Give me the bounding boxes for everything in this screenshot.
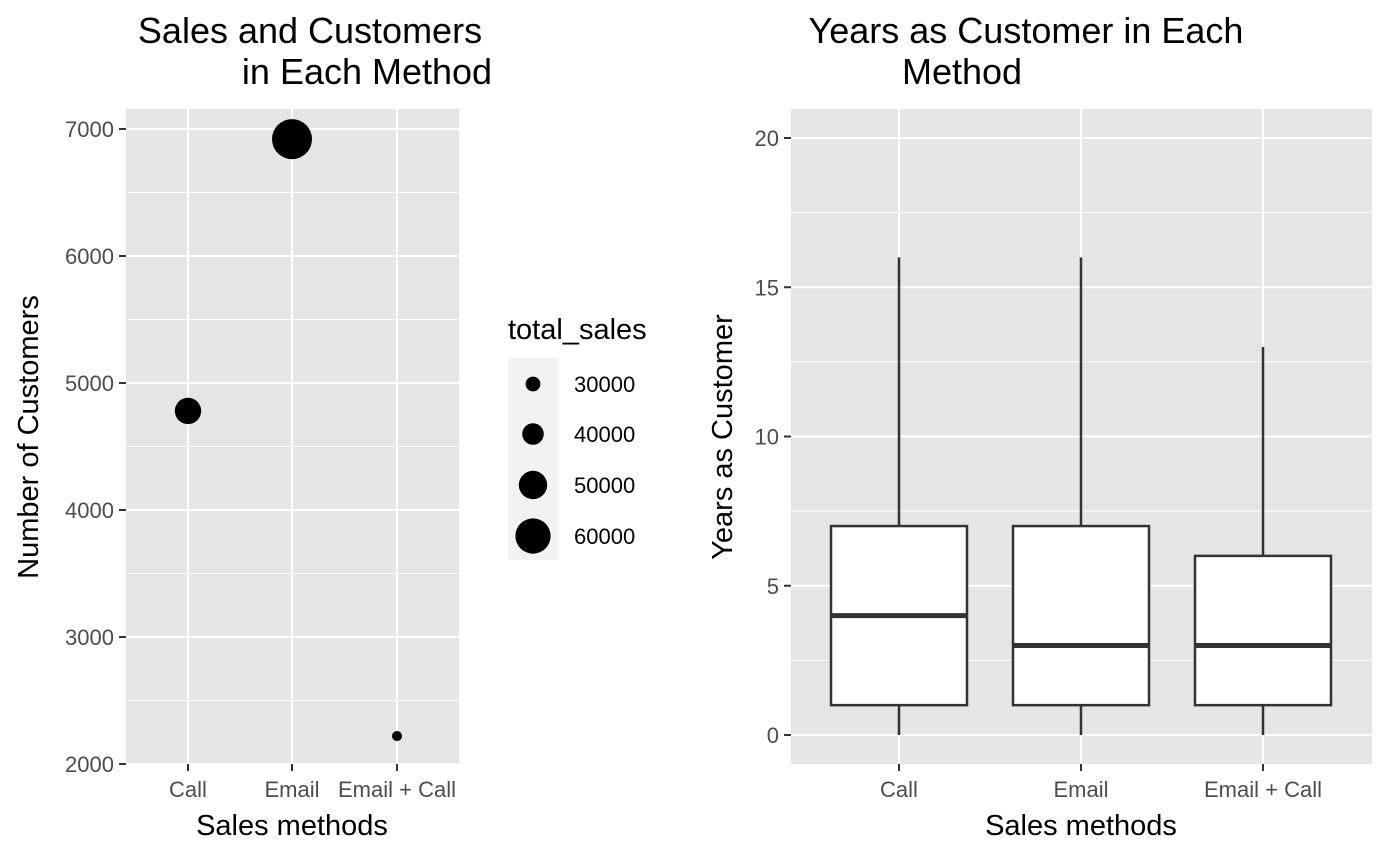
- box-iqr: [1193, 554, 1333, 707]
- y-tick-label: 4000: [65, 498, 114, 523]
- legend-label: 50000: [574, 473, 635, 498]
- y-tick-label: 7000: [65, 117, 114, 142]
- chart-2-x-axis-title: Sales methods: [985, 810, 1177, 842]
- chart-1-x-axis-title: Sales methods: [196, 810, 388, 842]
- x-tick-label: Call: [169, 777, 207, 802]
- y-tick-label: 20: [755, 126, 779, 151]
- y-tick-label: 6000: [65, 244, 114, 269]
- y-tick-label: 10: [755, 425, 779, 450]
- legend-size-key: [525, 376, 541, 392]
- y-tick-label: 5: [767, 574, 779, 599]
- chart-2-y-axis-title: Years as Customer: [707, 314, 739, 560]
- x-tick-label: Email: [1053, 777, 1108, 802]
- y-tick-label: 0: [767, 723, 779, 748]
- scatter-point: [174, 397, 202, 425]
- legend-title: total_sales: [508, 314, 647, 346]
- y-tick-label: 15: [755, 275, 779, 300]
- scatter-point: [272, 119, 312, 160]
- y-tick-label: 5000: [65, 371, 114, 396]
- chart-1-title-line-1: Sales and Customers: [138, 10, 482, 51]
- x-tick-label: Email + Call: [338, 777, 456, 802]
- x-tick-label: Email + Call: [1204, 777, 1322, 802]
- legend-label: 40000: [574, 422, 635, 447]
- chart-2-title-line-1: Years as Customer in Each: [809, 10, 1244, 51]
- legend-size-key: [515, 518, 551, 554]
- legend-label: 60000: [574, 524, 635, 549]
- y-tick-label: 3000: [65, 625, 114, 650]
- chart-1-title-line-2: in Each Method: [242, 51, 492, 92]
- x-tick-label: Call: [880, 777, 918, 802]
- legend-size-key: [522, 423, 544, 445]
- x-tick-label: Email: [264, 777, 319, 802]
- legend-size-key: [518, 470, 548, 500]
- y-tick-label: 2000: [65, 752, 114, 777]
- legend-label: 30000: [574, 372, 635, 397]
- scatter-point: [392, 731, 402, 742]
- chart-2-title-line-2: Method: [902, 51, 1022, 92]
- box-iqr: [1011, 524, 1151, 707]
- chart-1-y-axis-title: Number of Customers: [13, 295, 45, 579]
